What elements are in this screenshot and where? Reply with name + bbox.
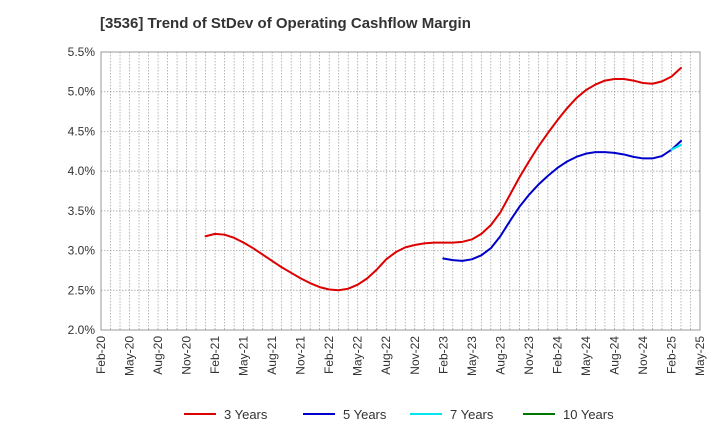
x-tick-label: Feb-25 [664, 336, 678, 374]
x-tick-label: Aug-21 [265, 336, 279, 375]
series-line-5-years [442, 139, 682, 262]
y-tick-label: 5.0% [68, 85, 96, 99]
x-tick-label: May-25 [693, 336, 707, 376]
legend-label: 5 Years [343, 407, 387, 422]
x-tick-label: Aug-22 [379, 336, 393, 375]
x-tick-label: Aug-20 [151, 336, 165, 375]
x-tick-label: Nov-24 [636, 336, 650, 375]
legend-item: 5 Years [303, 407, 387, 422]
legend-item: 10 Years [523, 407, 614, 422]
x-tick-label: Feb-22 [322, 336, 336, 374]
series-line-3-years [204, 66, 682, 292]
legend-item: 7 Years [410, 407, 494, 422]
plot-area [101, 52, 700, 330]
x-tick-label: May-21 [237, 336, 251, 376]
x-tick-label: Feb-21 [208, 336, 222, 374]
x-tick-label: Aug-23 [493, 336, 507, 375]
y-tick-label: 4.0% [68, 164, 96, 178]
y-tick-label: 2.0% [68, 323, 96, 337]
y-tick-label: 5.5% [68, 45, 96, 59]
x-tick-label: Nov-23 [522, 336, 536, 375]
x-tick-label: Nov-22 [408, 336, 422, 375]
x-tick-label: Nov-20 [180, 336, 194, 375]
y-tick-label: 2.5% [68, 283, 96, 297]
y-tick-label: 4.5% [68, 124, 96, 138]
legend-label: 7 Years [450, 407, 494, 422]
legend-label: 10 Years [563, 407, 614, 422]
series-line-7-years [670, 143, 682, 151]
x-tick-label: Feb-23 [436, 336, 450, 374]
x-tick-label: May-23 [465, 336, 479, 376]
x-tick-label: Feb-24 [550, 336, 564, 374]
chart-title: [3536] Trend of StDev of Operating Cashf… [100, 15, 471, 32]
legend-label: 3 Years [224, 407, 268, 422]
y-tick-label: 3.5% [68, 204, 96, 218]
x-tick-label: Feb-20 [94, 336, 108, 374]
x-tick-label: Nov-21 [294, 336, 308, 375]
x-tick-label: May-22 [351, 336, 365, 376]
plot-border [100, 51, 701, 331]
x-tick-label: Aug-24 [607, 336, 621, 375]
y-tick-label: 3.0% [68, 244, 96, 258]
legend-item: 3 Years [184, 407, 268, 422]
x-tick-label: May-24 [579, 336, 593, 376]
x-tick-label: May-20 [123, 336, 137, 376]
